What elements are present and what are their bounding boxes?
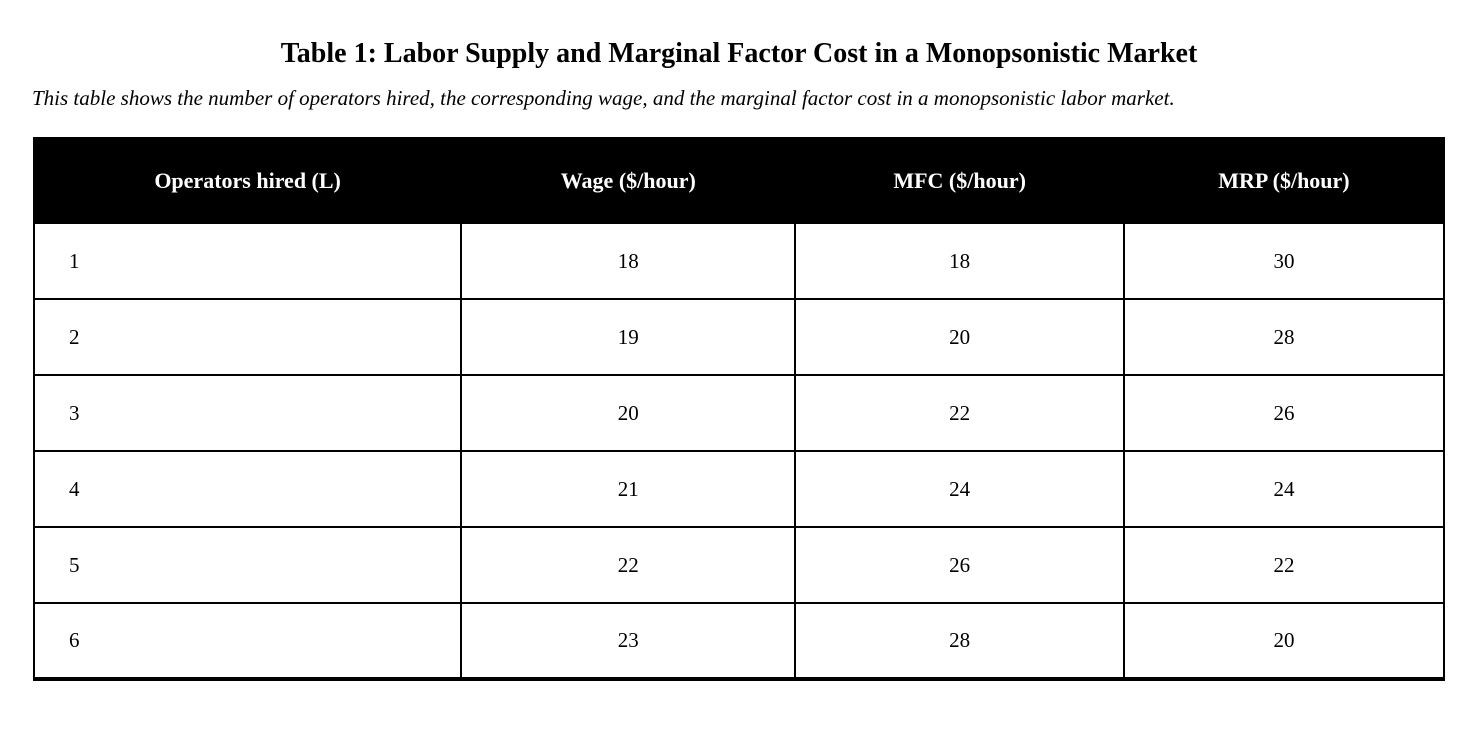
cell-mrp: 20 bbox=[1122, 602, 1446, 681]
table-row: 3 20 22 26 bbox=[32, 374, 1446, 453]
cell-wage: 23 bbox=[460, 602, 797, 681]
cell-operators: 4 bbox=[32, 450, 463, 529]
cell-operators: 1 bbox=[32, 222, 463, 301]
cell-mrp: 28 bbox=[1122, 298, 1446, 377]
table-row: 6 23 28 20 bbox=[32, 602, 1446, 681]
cell-wage: 21 bbox=[460, 450, 797, 529]
cell-operators: 2 bbox=[32, 298, 463, 377]
cell-wage: 20 bbox=[460, 374, 797, 453]
cell-mfc: 28 bbox=[794, 602, 1125, 681]
cell-mfc: 26 bbox=[794, 526, 1125, 605]
cell-mrp: 24 bbox=[1122, 450, 1446, 529]
cell-mfc: 18 bbox=[794, 222, 1125, 301]
table-title: Table 1: Labor Supply and Marginal Facto… bbox=[280, 38, 1198, 69]
table-row: 2 19 20 28 bbox=[32, 298, 1446, 377]
table-row: 4 21 24 24 bbox=[32, 450, 1446, 529]
cell-operators: 6 bbox=[32, 602, 463, 681]
cell-mfc: 22 bbox=[794, 374, 1125, 453]
cell-operators: 5 bbox=[32, 526, 463, 605]
column-header-mrp: MRP ($/hour) bbox=[1122, 137, 1446, 225]
cell-mfc: 20 bbox=[794, 298, 1125, 377]
cell-wage: 19 bbox=[460, 298, 797, 377]
cell-wage: 22 bbox=[460, 526, 797, 605]
column-header-wage: Wage ($/hour) bbox=[460, 137, 797, 225]
labor-supply-table: Operators hired (L) Wage ($/hour) MFC ($… bbox=[32, 137, 1446, 682]
column-header-mfc: MFC ($/hour) bbox=[794, 137, 1125, 225]
table-row: 5 22 26 22 bbox=[32, 526, 1446, 605]
cell-mrp: 30 bbox=[1122, 222, 1446, 301]
cell-operators: 3 bbox=[32, 374, 463, 453]
cell-wage: 18 bbox=[460, 222, 797, 301]
cell-mfc: 24 bbox=[794, 450, 1125, 529]
cell-mrp: 26 bbox=[1122, 374, 1446, 453]
cell-mrp: 22 bbox=[1122, 526, 1446, 605]
table-row: 1 18 18 30 bbox=[32, 222, 1446, 301]
column-header-operators-hired: Operators hired (L) bbox=[32, 137, 463, 225]
table-header-row: Operators hired (L) Wage ($/hour) MFC ($… bbox=[32, 137, 1446, 225]
table-caption: This table shows the number of operators… bbox=[32, 86, 1175, 111]
